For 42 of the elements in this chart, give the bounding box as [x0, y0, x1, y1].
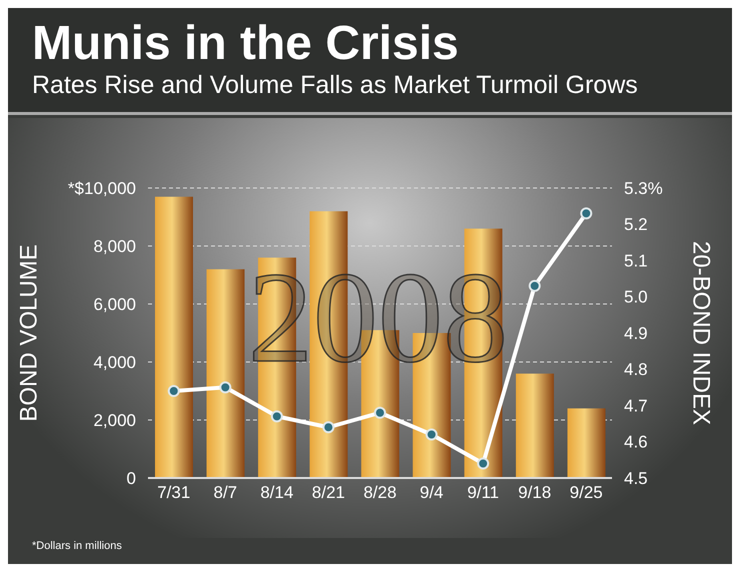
point: [580, 207, 592, 220]
point: [426, 428, 438, 440]
y-tick-label: 4,000: [93, 352, 136, 372]
x-tick-label: 8/21: [312, 483, 345, 502]
bar: [155, 196, 193, 478]
x-tick-label: 8/28: [363, 483, 397, 502]
point: [270, 410, 283, 422]
y-tick-label: 2,000: [93, 410, 136, 430]
y2-tick-label: 4.5: [624, 468, 648, 488]
y-tick-label: 0: [126, 468, 136, 488]
bar: [516, 374, 554, 478]
y2-tick-label: 5.1: [624, 251, 648, 270]
y2-axis-title: 20-BOND INDEX: [687, 240, 714, 426]
y-tick-label: *$10,000: [68, 178, 136, 198]
point: [528, 280, 541, 292]
y2-tick-label: 5.3%: [624, 178, 663, 198]
x-tick-label: 9/18: [518, 483, 552, 502]
y2-tick-label: 4.7: [624, 396, 648, 416]
y2-tick-label: 4.9: [624, 324, 648, 343]
text: *Dollars in millions: [32, 540, 122, 552]
y2-tick-label: 4.8: [624, 360, 648, 380]
x-tick-label: 9/4: [420, 483, 444, 502]
point: [322, 421, 334, 434]
x-tick-label: 7/31: [157, 483, 190, 502]
point: [477, 458, 490, 470]
x-tick-label: 8/7: [214, 483, 238, 502]
y2-tick-label: 5.0: [624, 288, 648, 307]
point: [219, 381, 232, 394]
chart-title: Munis in the Crisis: [32, 17, 460, 70]
bar: [206, 269, 245, 478]
point: [374, 406, 386, 419]
y-tick-label: 6,000: [93, 294, 136, 314]
bar: [567, 408, 606, 478]
y2-tick-label: 5.2: [624, 215, 648, 234]
point: [168, 385, 180, 397]
chart-subtitle: Rates Rise and Volume Falls as Market Turmoil Grows: [32, 70, 639, 100]
y-axis-title: BOND VOLUME: [16, 244, 43, 422]
x-tick-label: 8/14: [260, 483, 294, 502]
y2-tick-label: 4.6: [624, 432, 648, 452]
y-tick-label: 8,000: [93, 236, 136, 256]
x-tick-label: 9/25: [570, 483, 603, 502]
x-tick-label: 9/11: [467, 483, 500, 502]
